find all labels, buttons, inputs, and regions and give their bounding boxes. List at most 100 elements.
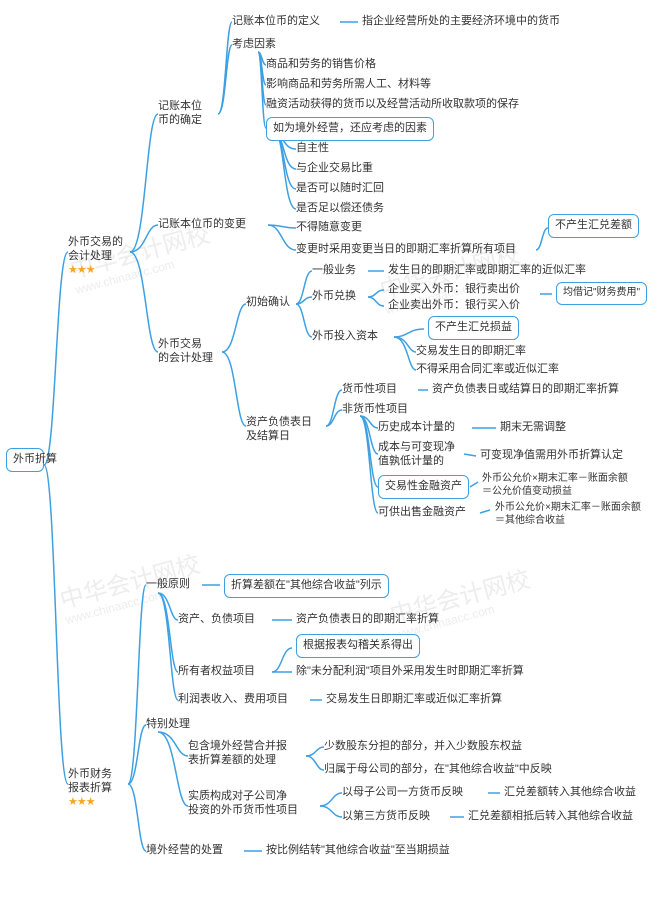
node-label: 外币公允价×期末汇率－账面余额＝公允价值变动损益 [482, 473, 628, 497]
node-label: 记账本位币的变更 [158, 218, 246, 230]
node-label: 外币交易的会计处理 [158, 338, 213, 364]
node-label: 融资活动获得的货币以及经营活动所收取款项的保存 [266, 98, 519, 110]
node-label: 所有者权益项目 [178, 665, 255, 677]
node-e4-r: 交易发生日即期汇率或近似汇率折算 [326, 693, 502, 707]
node-label: 汇兑差额相抵后转入其他综合收益 [468, 810, 633, 822]
node-label: 影响商品和劳务所需人工、材料等 [266, 78, 431, 90]
node-c2d1: 自主性 [296, 142, 329, 156]
node-d1: 初始确认 [246, 296, 290, 310]
node-d2: 资产负债表日及结算日 [246, 416, 312, 444]
node-label: 非货币性项目 [342, 403, 408, 415]
node-label: 以母子公司一方货币反映 [342, 786, 463, 798]
node-label: 发生日的即期汇率或即期汇率的近似汇率 [388, 264, 586, 276]
node-d2a-r: 资产负债表日或结算日的即期汇率折算 [432, 383, 619, 397]
node-label: 外币兑换 [312, 290, 356, 302]
node-e3-r: 除"未分配利润"项目外采用发生时即期汇率折算 [296, 665, 524, 679]
node-b1: 记账本位币的确定 [158, 100, 202, 128]
node-label: 折算差额在"其他综合收益"列示 [231, 579, 382, 591]
node-d1c1: 交易发生日的即期汇率 [416, 345, 526, 359]
root-label: 外币折算 [13, 453, 57, 465]
node-label: 外币公允价×期末汇率－账面余额＝其他综合收益 [495, 502, 641, 526]
node-label: 商品和劳务的销售价格 [266, 58, 376, 70]
node-c2d3: 是否可以随时汇回 [296, 182, 384, 196]
node-d1c: 外币投入资本 [312, 330, 378, 344]
stars-icon: ★★★ [68, 264, 95, 276]
node-label: 资产负债表日或结算日的即期汇率折算 [432, 383, 619, 395]
node-label: 记账本位币的定义 [232, 15, 320, 27]
node-label: 少数股东分担的部分，并入少数股东权益 [324, 740, 522, 752]
node-b2: 记账本位币的变更 [158, 218, 246, 232]
node-label: 指企业经营所处的主要经济环境中的货币 [362, 15, 560, 27]
node-e5b1-r: 汇兑差额转入其他综合收益 [504, 786, 636, 800]
node-e5: 特别处理 [146, 718, 190, 732]
node-d1a: 一般业务 [312, 264, 356, 278]
node-d2b3-r: 外币公允价×期末汇率－账面余额＝公允价值变动损益 [482, 473, 628, 498]
node-label: 外币财务报表折算 [68, 768, 112, 794]
node-label: 成本与可变现净值孰低计量的 [378, 441, 455, 467]
node-e5b: 实质构成对子公司净投资的外币货币性项目 [188, 790, 298, 818]
node-label: 期末无需调整 [500, 421, 566, 433]
node-label: 自主性 [296, 142, 329, 154]
node-label: 资产负债表日及结算日 [246, 416, 312, 442]
node-b2b-note: 不产生汇兑差额 [548, 214, 639, 238]
node-label: 历史成本计量的 [378, 421, 455, 433]
node-d2b: 非货币性项目 [342, 403, 408, 417]
node-label: 资产负债表日的即期汇率折算 [296, 613, 439, 625]
node-e5b1: 以母子公司一方货币反映 [342, 786, 463, 800]
node-label: 不产生汇兑差额 [555, 219, 632, 231]
node-label: 交易发生日的即期汇率 [416, 345, 526, 357]
node-label: 不得随意变更 [296, 221, 362, 233]
node-label: 外币交易的会计处理 [68, 236, 123, 262]
node-label: 一般业务 [312, 264, 356, 276]
node-d1c2: 不得采用合同汇率或近似汇率 [416, 363, 559, 377]
root-node: 外币折算 [6, 448, 44, 472]
node-e5b2-r: 汇兑差额相抵后转入其他综合收益 [468, 810, 633, 824]
node-b3: 外币交易的会计处理 [158, 338, 213, 366]
node-e2: 资产、负债项目 [178, 613, 255, 627]
node-e5a1: 少数股东分担的部分，并入少数股东权益 [324, 740, 522, 754]
node-e6: 境外经营的处置 [146, 844, 223, 858]
node-c1r: 指企业经营所处的主要经济环境中的货币 [362, 15, 560, 29]
node-label: 如为境外经营，还应考虑的因素 [273, 122, 427, 134]
node-label: 特别处理 [146, 718, 190, 730]
node-c2b: 影响商品和劳务所需人工、材料等 [266, 78, 431, 92]
node-e1-r: 折算差额在"其他综合收益"列示 [224, 574, 389, 598]
node-d1c-note: 不产生汇兑损益 [428, 316, 519, 340]
node-d2b4: 可供出售金融资产 [378, 506, 466, 520]
node-c2c: 融资活动获得的货币以及经营活动所收取款项的保存 [266, 98, 519, 112]
node-e5a: 包含境外经营合并报表折算差额的处理 [188, 740, 287, 768]
node-label: 交易性金融资产 [385, 480, 462, 492]
node-e5b2: 以第三方货币反映 [342, 810, 430, 824]
node-label: 均借记"财务费用" [563, 287, 640, 298]
node-label: 是否可以随时汇回 [296, 182, 384, 194]
node-b2a: 不得随意变更 [296, 221, 362, 235]
node-d2b4-r: 外币公允价×期末汇率－账面余额＝其他综合收益 [495, 502, 641, 527]
node-label: 利润表收入、费用项目 [178, 693, 288, 705]
node-d2b3: 交易性金融资产 [378, 475, 469, 499]
node-d1b1: 企业买入外币：银行卖出价 [388, 283, 520, 297]
node-e4: 利润表收入、费用项目 [178, 693, 288, 707]
node-d2b2: 成本与可变现净值孰低计量的 [378, 441, 455, 469]
node-label: 一般原则 [146, 578, 190, 590]
node-d2b1: 历史成本计量的 [378, 421, 455, 435]
node-e6-r: 按比例结转"其他综合收益"至当期损益 [266, 844, 450, 858]
node-label: 按比例结转"其他综合收益"至当期损益 [266, 844, 450, 856]
node-e5a2: 归属于母公司的部分，在"其他综合收益"中反映 [324, 763, 552, 777]
node-e3-note: 根据报表勾稽关系得出 [296, 634, 420, 658]
node-c2d2: 与企业交易比重 [296, 162, 373, 176]
node-d1b-note: 均借记"财务费用" [556, 282, 647, 305]
node-label: 是否足以偿还债务 [296, 202, 384, 214]
node-label: 交易发生日即期汇率或近似汇率折算 [326, 693, 502, 705]
node-a1: 外币交易的会计处理 ★★★ [68, 236, 123, 277]
node-label: 根据报表勾稽关系得出 [303, 639, 413, 651]
node-c2a: 商品和劳务的销售价格 [266, 58, 376, 72]
watermark: 中华会计网校 www.chinaacc.com [387, 567, 536, 642]
node-label: 可供出售金融资产 [378, 506, 466, 518]
node-d1b2: 企业卖出外币：银行买入价 [388, 299, 520, 313]
node-e1: 一般原则 [146, 578, 190, 592]
node-label: 汇兑差额转入其他综合收益 [504, 786, 636, 798]
node-d2b1-r: 期末无需调整 [500, 421, 566, 435]
node-c2: 考虑因素 [232, 38, 276, 52]
node-label: 与企业交易比重 [296, 162, 373, 174]
node-c2d: 如为境外经营，还应考虑的因素 [266, 117, 434, 141]
